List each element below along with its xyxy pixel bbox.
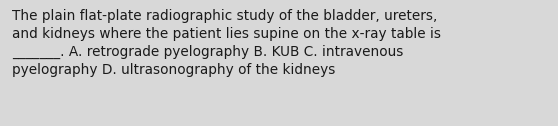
Text: The plain flat-plate radiographic study of the bladder, ureters,
and kidneys whe: The plain flat-plate radiographic study … xyxy=(12,9,441,76)
